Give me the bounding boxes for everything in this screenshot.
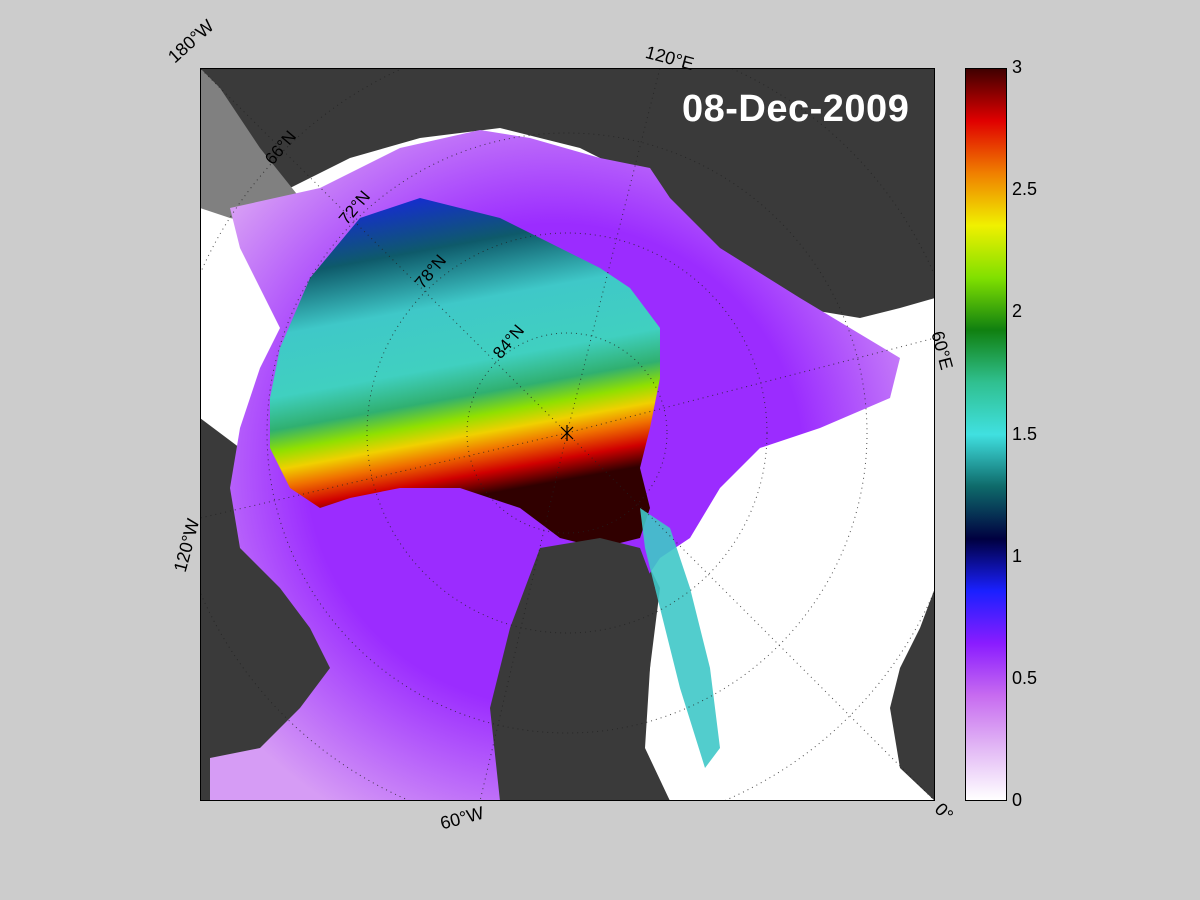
- graticule: [200, 68, 935, 801]
- colorbar: [965, 68, 1007, 801]
- east-greenland-stream: [640, 508, 720, 768]
- colorbar-tick-label: 0: [1012, 790, 1023, 810]
- thick-ice: [270, 198, 660, 548]
- lon-label-180w: 180°W: [164, 15, 218, 67]
- colorbar-tick-label: 2: [1012, 301, 1023, 322]
- lon-label-0: 0°: [930, 798, 958, 826]
- colorbar-tick-label: 1.5: [1012, 423, 1038, 444]
- colorbar-tick-label: 1: [1012, 545, 1023, 566]
- arctic-map: [200, 68, 935, 801]
- date-label: 08-Dec-2009: [682, 88, 910, 130]
- lon-label-60w: 60°W: [438, 802, 486, 834]
- north-pole-marker: [560, 425, 574, 441]
- colorbar-tick-label: 3: [1012, 57, 1023, 77]
- colorbar-tick-label: 2.5: [1012, 179, 1038, 200]
- map-border: [200, 68, 935, 801]
- greenland: [490, 538, 670, 801]
- colorbar-tick-label: 0.5: [1012, 667, 1038, 688]
